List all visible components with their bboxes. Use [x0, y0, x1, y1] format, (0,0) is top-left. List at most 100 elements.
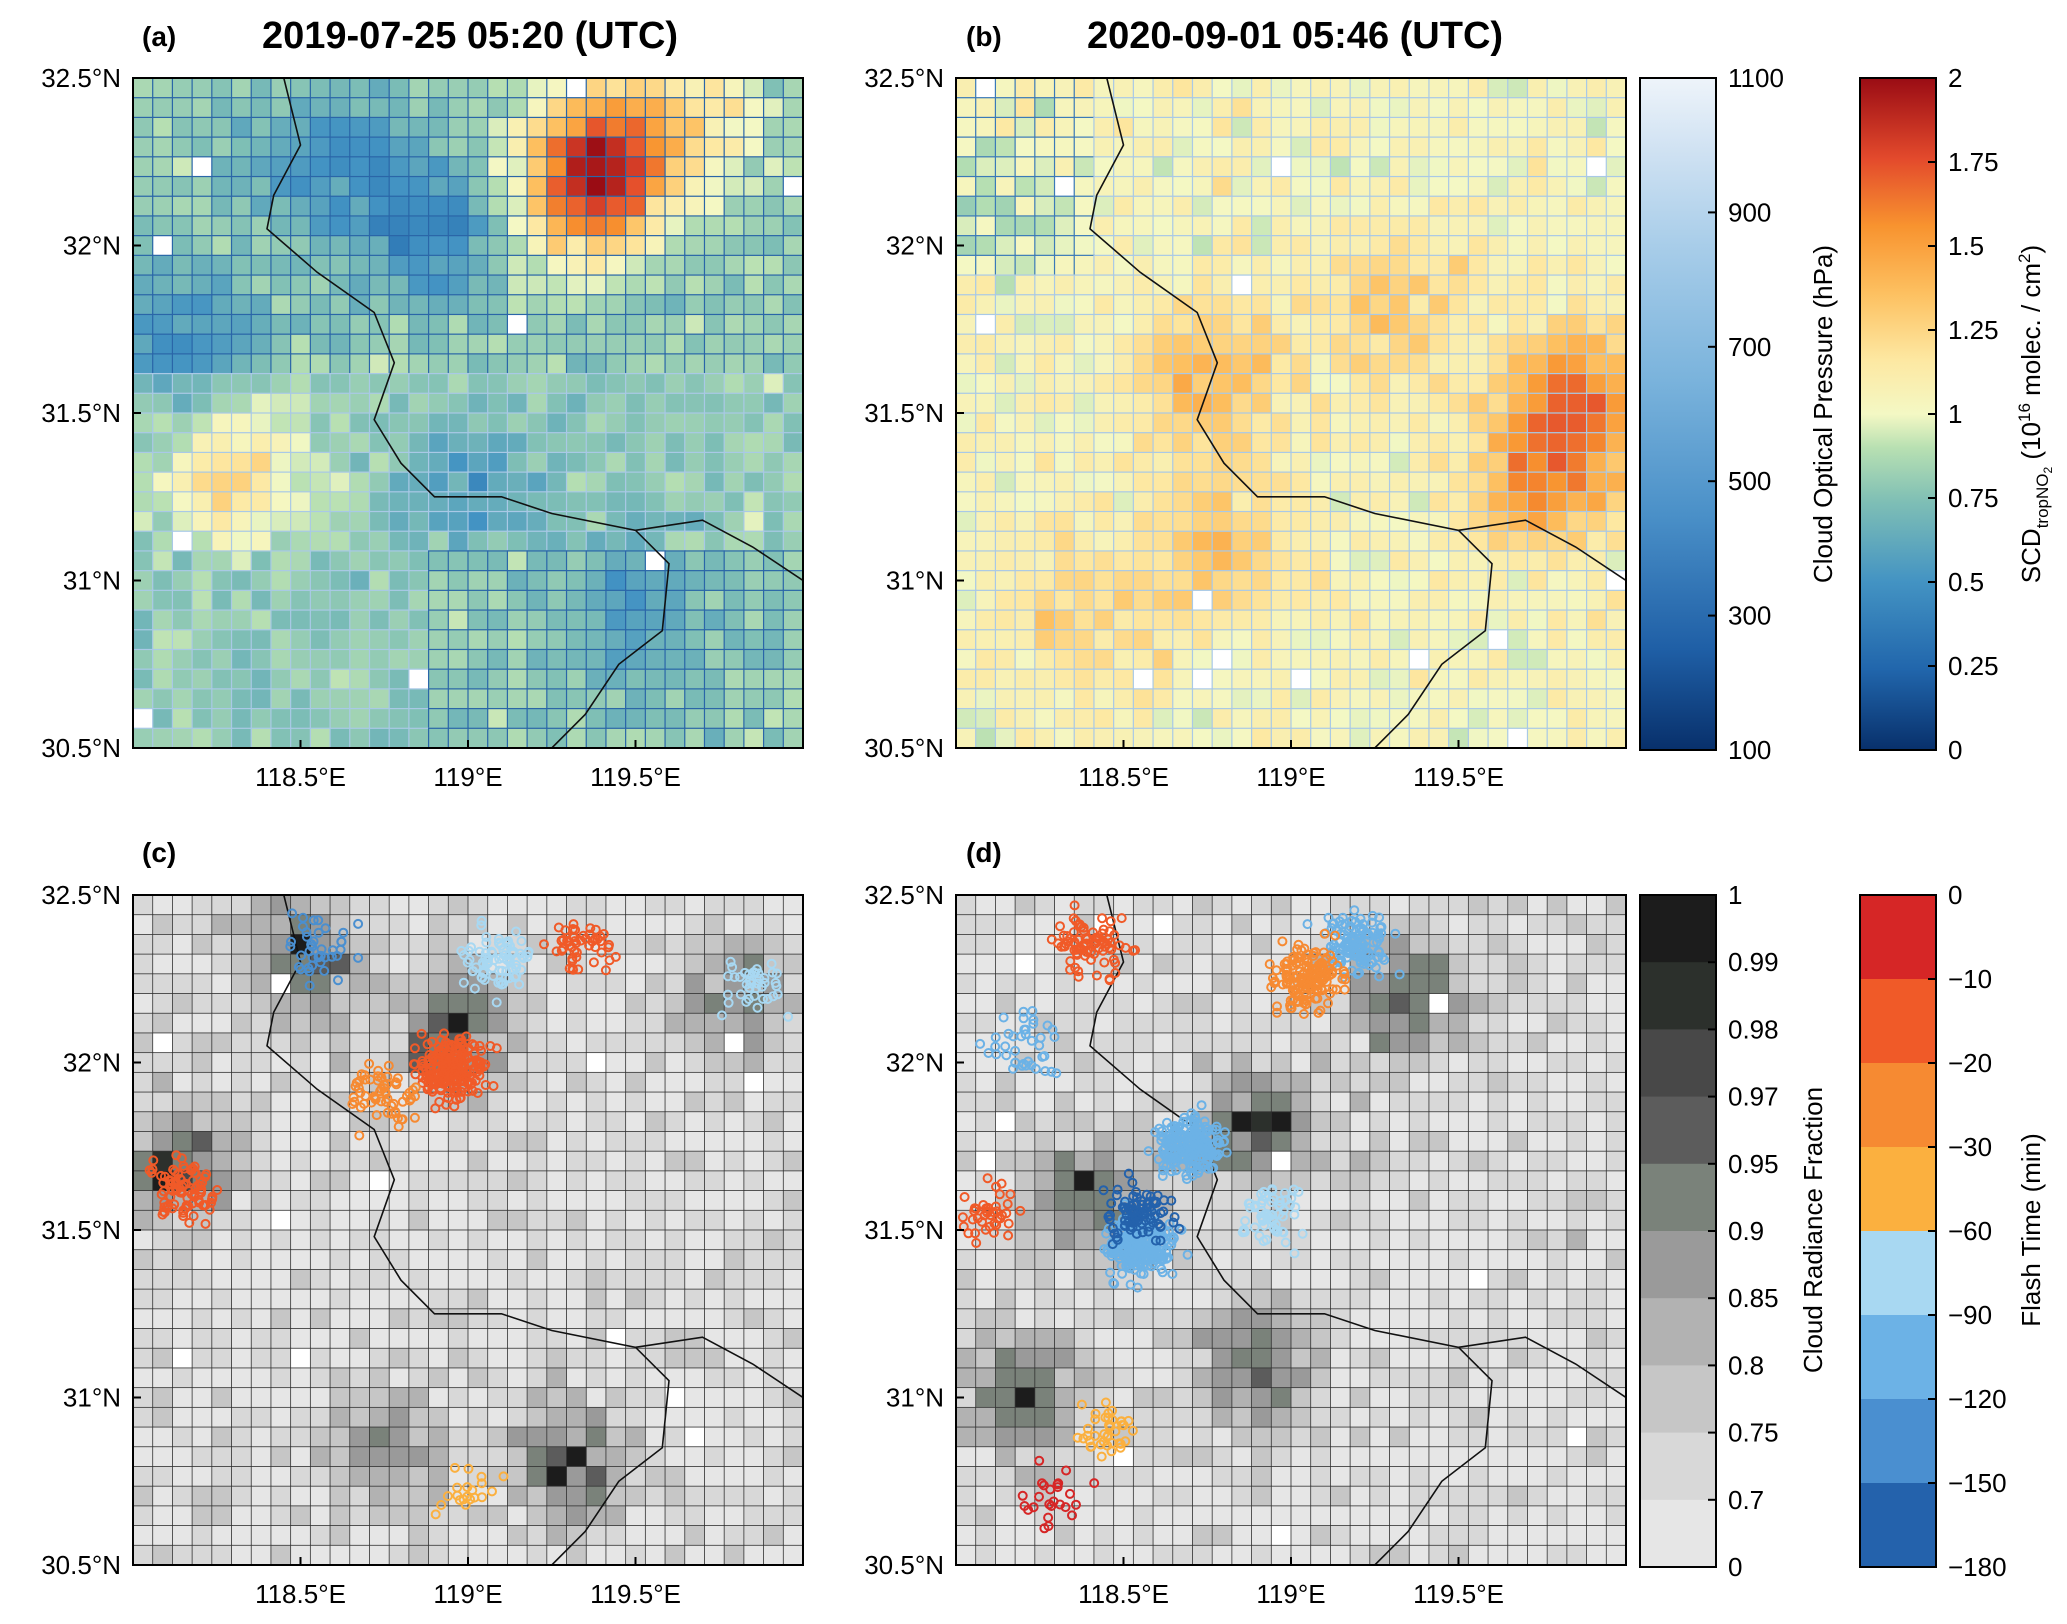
pixel-cell [1152, 254, 1174, 276]
pixel-cell [1369, 353, 1391, 375]
flash-point [304, 980, 315, 991]
pixel-cell [994, 589, 1017, 611]
pixel-cell [1290, 648, 1312, 671]
pixel-cell [526, 1466, 548, 1487]
pixel-cell [1566, 175, 1588, 198]
pixel-cell [625, 451, 647, 474]
pixel-cell [1388, 530, 1411, 552]
pixel-cell [1192, 1071, 1213, 1093]
pixel-cell [1487, 175, 1509, 198]
pixel-cell [664, 116, 686, 139]
pixel-cell [546, 727, 568, 748]
pixel-cell [1389, 1091, 1410, 1113]
pixel-cell [447, 1446, 469, 1468]
pixel-cell [1310, 235, 1332, 257]
pixel-cell [408, 333, 430, 355]
pixel-cell [171, 707, 194, 730]
pixel-cell [211, 895, 233, 916]
pixel-cell [211, 274, 233, 296]
pixel-cell [349, 589, 371, 611]
pixel-cell [506, 688, 529, 710]
pixel-cell [487, 1328, 509, 1349]
flash-point [463, 1463, 474, 1474]
pixel-cell [349, 1209, 371, 1231]
pixel-cell [782, 372, 803, 395]
pixel-cell [368, 78, 391, 99]
pixel-cell [388, 609, 410, 631]
pixel-cell [467, 1288, 489, 1310]
pixel-cell [309, 1525, 331, 1546]
pixel-cell [994, 116, 1017, 139]
pixel-cell [644, 727, 666, 748]
pixel-cell [684, 530, 706, 552]
pixel-cell [1467, 589, 1489, 611]
pixel-cell [1053, 97, 1076, 119]
flash-point [476, 920, 487, 931]
flash-point [200, 1200, 211, 1210]
pixel-cell [723, 78, 745, 99]
pixel-cell [1487, 914, 1509, 936]
pixel-cell [1034, 372, 1056, 395]
pixel-cell [1093, 372, 1115, 395]
pixel-cell [1073, 609, 1095, 631]
pixel-cell [1546, 973, 1568, 995]
pixel-cell [388, 914, 410, 936]
pixel-cell [1034, 1131, 1056, 1152]
pixel-cell [1290, 1367, 1312, 1389]
pixel-cell [1211, 688, 1233, 710]
pixel-cell [1250, 97, 1273, 119]
pixel-cell [1211, 648, 1233, 671]
pixel-cell [1487, 895, 1509, 916]
pixel-cell [427, 570, 450, 592]
pixel-cell [664, 1052, 686, 1074]
pixel-cell [1388, 313, 1411, 336]
pixel-cell [1231, 707, 1253, 730]
pixel-cell [1487, 1071, 1509, 1093]
pixel-cell [191, 530, 213, 552]
pixel-cell [447, 353, 469, 375]
pixel-cell [1211, 372, 1233, 395]
pixel-cell [1310, 589, 1332, 611]
pixel-cell [171, 648, 194, 671]
pixel-cell [290, 392, 312, 414]
pixel-cell [1132, 1367, 1154, 1389]
pixel-cell [565, 313, 588, 336]
pixel-cell [684, 973, 706, 995]
flash-point [316, 944, 327, 955]
pixel-cell [975, 392, 997, 414]
pixel-cell [546, 412, 568, 434]
pixel-cell [1369, 372, 1391, 395]
pixel-cell [1014, 116, 1036, 139]
pixel-cell [1172, 392, 1194, 414]
pixel-cell [329, 895, 351, 916]
flash-point [509, 972, 520, 983]
pixel-cell [1448, 895, 1470, 916]
pixel-cell [152, 1328, 174, 1349]
pixel-cell [1113, 491, 1135, 513]
pixel-cell [1408, 491, 1430, 513]
pixel-cell [388, 727, 410, 748]
pixel-cell [1566, 1170, 1588, 1192]
pixel-cell [1172, 235, 1194, 257]
flash-point [556, 945, 567, 956]
pixel-cell [704, 1209, 725, 1231]
pixel-cell [704, 1347, 725, 1369]
pixel-cell [975, 254, 997, 276]
panel-a-overlay [266, 78, 803, 748]
pixel-cell [349, 688, 371, 710]
pixel-cell [1566, 550, 1588, 572]
pixel-cell [1270, 895, 1292, 916]
pixel-cell [975, 333, 997, 355]
pixel-cell [1428, 530, 1450, 552]
pixel-cell [507, 1150, 528, 1172]
pixel-cell [1388, 471, 1411, 493]
pixel-cell [1132, 451, 1154, 474]
pixel-cell [1113, 707, 1135, 730]
pixel-cell [782, 1367, 803, 1389]
pixel-cell [1546, 550, 1568, 572]
pixel-cell [605, 993, 627, 1014]
pixel-cell [1566, 136, 1588, 158]
pixel-cell [309, 1150, 331, 1172]
pixel-cell [231, 953, 252, 975]
pixel-cell [1585, 195, 1608, 217]
